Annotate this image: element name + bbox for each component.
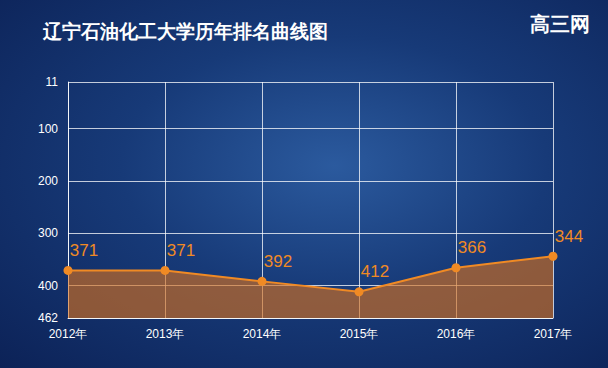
svg-text:2013年: 2013年: [146, 327, 185, 341]
svg-text:412: 412: [361, 262, 389, 281]
svg-text:100: 100: [38, 122, 58, 136]
svg-text:200: 200: [38, 174, 58, 188]
svg-text:2014年: 2014年: [243, 327, 282, 341]
svg-text:371: 371: [167, 241, 195, 260]
svg-text:辽宁石油化工大学历年排名曲线图: 辽宁石油化工大学历年排名曲线图: [42, 20, 328, 42]
svg-text:392: 392: [264, 252, 292, 271]
svg-text:高三网: 高三网: [530, 12, 590, 36]
svg-text:2015年: 2015年: [340, 327, 379, 341]
svg-text:462: 462: [38, 311, 58, 325]
svg-text:11: 11: [46, 75, 59, 89]
svg-text:300: 300: [38, 226, 58, 240]
svg-text:2017年: 2017年: [534, 327, 573, 341]
svg-text:371: 371: [70, 241, 98, 260]
svg-text:400: 400: [38, 279, 58, 293]
svg-text:366: 366: [458, 238, 486, 257]
svg-text:2016年: 2016年: [437, 327, 476, 341]
svg-text:344: 344: [555, 227, 583, 246]
svg-text:2012年: 2012年: [49, 327, 88, 341]
